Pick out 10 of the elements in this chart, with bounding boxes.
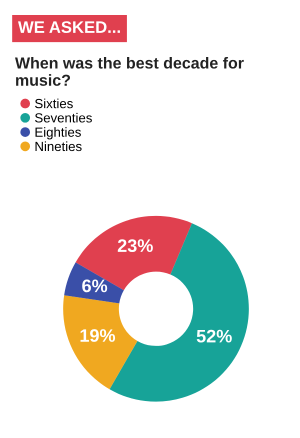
legend-label: Eighties [36,127,81,140]
legend-label: Nineties [36,141,82,152]
legend-label: Sixties [35,98,73,108]
chart-title: When was the best decade for music? [15,56,244,86]
data-label: 23% [118,239,153,252]
data-label: 52% [196,330,232,343]
data-label: 6% [82,279,108,292]
legend-label: Seventies [35,112,92,123]
chart-subtitle: WE ASKED... [18,21,120,34]
data-label: 19% [80,329,116,342]
